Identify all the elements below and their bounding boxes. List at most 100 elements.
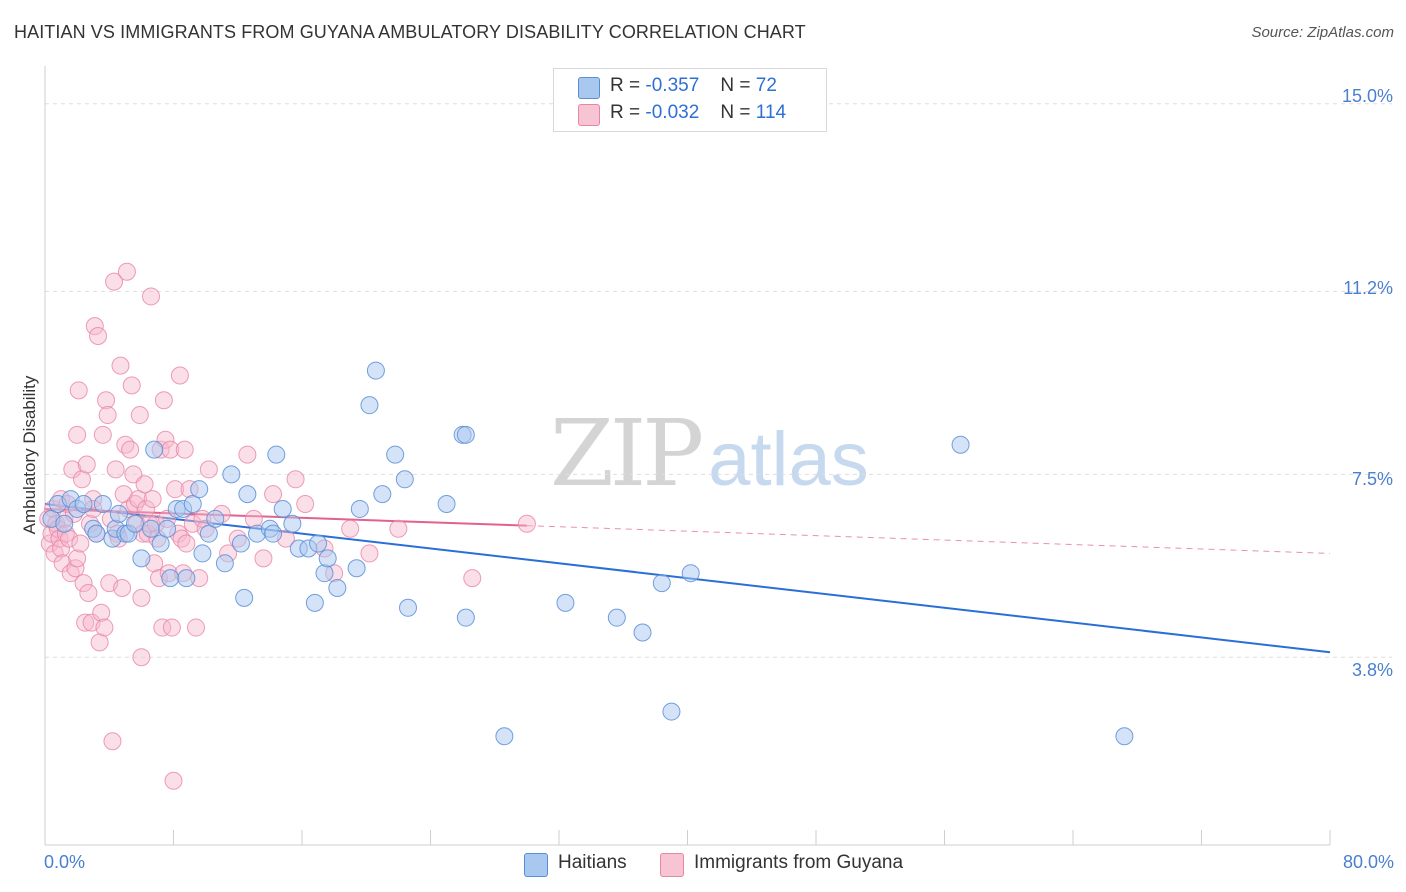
data-point-guyana <box>85 317 104 336</box>
data-point-haitians <box>386 445 405 464</box>
data-point-haitians <box>206 509 225 528</box>
watermark-zip: ZIP <box>550 400 704 507</box>
data-point-guyana <box>142 287 161 306</box>
axes <box>44 66 1331 846</box>
y-tick-label-7-5: 7.5% <box>1351 469 1393 489</box>
data-point-guyana <box>341 519 360 538</box>
legend-r-value: -0.032 <box>645 102 700 123</box>
legend: R = -0.357 N = 72 R = -0.032 N = 114 <box>553 68 827 132</box>
data-point-haitians <box>109 504 128 523</box>
data-point-haitians <box>273 499 292 518</box>
data-point-guyana <box>125 495 144 514</box>
data-point-guyana <box>92 603 111 622</box>
data-point-guyana <box>170 366 189 385</box>
data-point-guyana <box>72 470 91 489</box>
bottom-legend-label-haitians: Haitians <box>558 852 627 873</box>
data-point-guyana <box>177 534 196 553</box>
legend-n-value: 114 <box>755 102 787 123</box>
x-tick-label-min: 0.0% <box>44 852 86 872</box>
data-point-haitians <box>395 470 414 489</box>
watermark: ZIP atlas <box>550 400 869 507</box>
data-point-haitians <box>315 564 334 583</box>
data-point-guyana <box>90 633 109 652</box>
data-point-haitians <box>437 495 456 514</box>
data-point-haitians <box>199 524 218 543</box>
data-point-guyana <box>61 564 80 583</box>
x-tick-label-max: 80.0% <box>1342 852 1394 872</box>
data-point-guyana <box>117 262 136 281</box>
data-point-guyana <box>153 618 172 637</box>
data-point-guyana <box>79 583 98 602</box>
data-point-haitians <box>74 495 93 514</box>
bottom-legend-swatch-blue <box>524 853 548 877</box>
y-tick-label-15: 15.0% <box>1341 86 1393 106</box>
data-point-haitians <box>283 514 302 533</box>
data-point-haitians <box>267 445 286 464</box>
data-point-haitians <box>681 564 700 583</box>
data-point-haitians <box>161 569 180 588</box>
watermark-atlas: atlas <box>708 417 869 502</box>
trend-line-guyana-extension <box>526 525 1331 554</box>
data-point-haitians <box>55 514 74 533</box>
data-point-guyana <box>76 613 95 632</box>
data-point-haitians <box>607 608 626 627</box>
data-point-guyana <box>89 326 108 345</box>
data-point-guyana <box>105 272 124 291</box>
data-point-guyana <box>63 460 82 479</box>
data-point-guyana <box>74 574 93 593</box>
data-point-haitians <box>456 425 475 444</box>
data-point-haitians <box>145 440 164 459</box>
data-point-guyana <box>130 406 149 425</box>
data-point-haitians <box>652 574 671 593</box>
data-point-guyana <box>463 569 482 588</box>
legend-n-value: 72 <box>755 75 777 96</box>
data-point-haitians <box>309 534 328 553</box>
data-point-guyana <box>286 470 305 489</box>
bottom-legend-swatch-pink <box>660 853 684 877</box>
legend-r-value: -0.357 <box>645 75 700 96</box>
chart-title: HAITIAN VS IMMIGRANTS FROM GUYANA AMBULA… <box>14 22 806 42</box>
data-point-haitians <box>264 524 283 543</box>
data-point-guyana <box>244 509 263 528</box>
data-point-guyana <box>77 455 96 474</box>
data-point-guyana <box>143 490 162 509</box>
data-point-haitians <box>142 519 161 538</box>
data-point-haitians <box>1115 727 1134 746</box>
data-point-haitians <box>328 579 347 598</box>
data-point-haitians <box>235 588 254 607</box>
data-point-guyana <box>199 460 218 479</box>
data-point-guyana <box>162 618 181 637</box>
data-point-haitians <box>193 544 212 563</box>
data-point-haitians <box>633 623 652 642</box>
data-point-guyana <box>116 435 135 454</box>
data-point-guyana <box>69 381 88 400</box>
data-point-guyana <box>264 485 283 504</box>
data-point-haitians <box>366 361 385 380</box>
data-point-guyana <box>172 529 191 548</box>
data-point-guyana <box>98 406 117 425</box>
data-point-guyana <box>122 376 141 395</box>
data-point-haitians <box>556 593 575 612</box>
data-point-haitians <box>238 485 257 504</box>
data-point-haitians <box>495 727 514 746</box>
legend-swatch-pink <box>578 104 600 126</box>
legend-r-label: R = <box>610 75 641 96</box>
data-point-guyana <box>113 579 132 598</box>
data-point-haitians <box>158 519 177 538</box>
data-point-haitians <box>305 593 324 612</box>
series-guyana-points <box>39 262 536 790</box>
legend-swatch-blue <box>578 77 600 99</box>
data-point-guyana <box>106 460 125 479</box>
data-point-haitians <box>87 524 106 543</box>
data-point-guyana <box>175 440 194 459</box>
data-point-guyana <box>111 356 130 375</box>
data-point-guyana <box>68 549 87 568</box>
data-point-guyana <box>132 648 151 667</box>
data-point-haitians <box>231 534 250 553</box>
data-point-haitians <box>373 485 392 504</box>
data-point-guyana <box>137 499 156 518</box>
data-point-guyana <box>389 519 408 538</box>
data-point-guyana <box>121 440 140 459</box>
data-point-haitians <box>190 480 209 499</box>
